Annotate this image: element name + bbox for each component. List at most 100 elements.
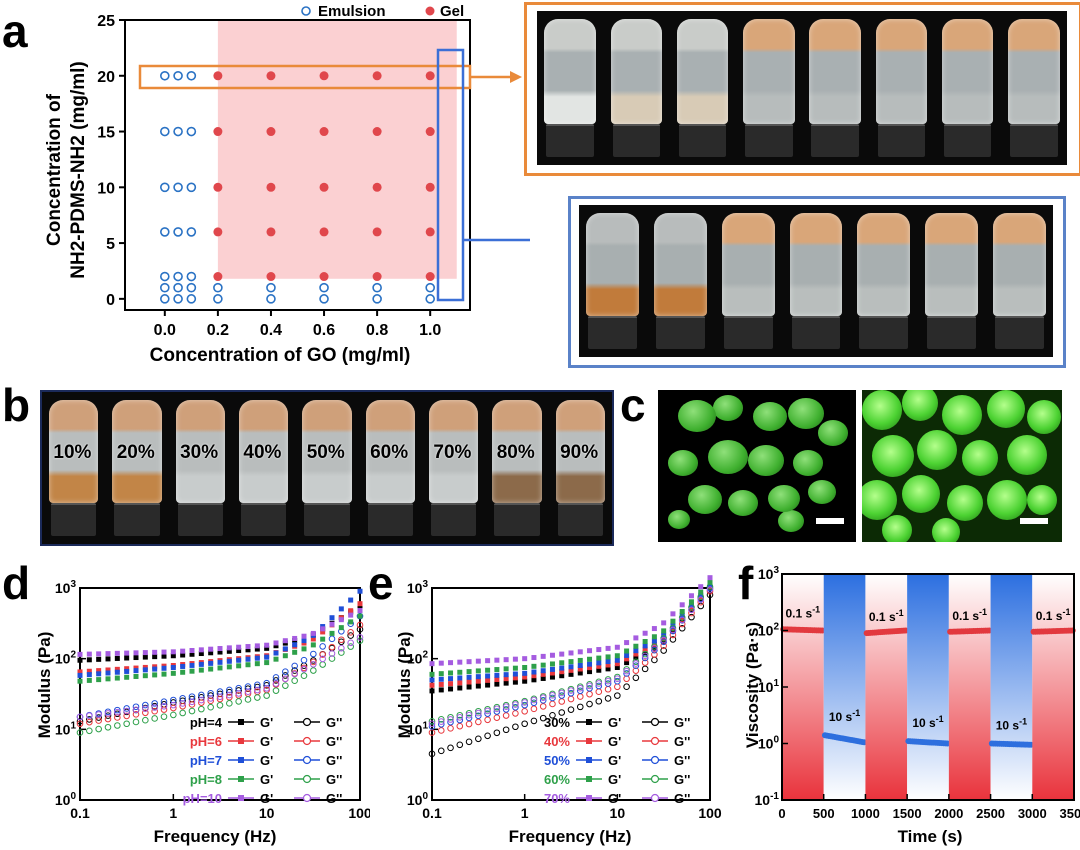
gprime-point [540, 662, 546, 668]
gdoubleprime-point [456, 711, 464, 719]
gdoubleprime-point [549, 694, 556, 702]
droplet [1027, 400, 1061, 434]
vial [875, 19, 928, 124]
gprime-point [475, 658, 481, 664]
gdoubleprime-point [356, 637, 364, 644]
gdoubleprime-point [254, 686, 261, 694]
gel-point [319, 127, 329, 137]
vial-cap [494, 503, 540, 536]
vial-cap [723, 316, 773, 349]
gdoubleprime-point [188, 707, 196, 715]
gprime-point [633, 655, 639, 661]
vial [857, 213, 911, 317]
gprime-point [503, 676, 509, 682]
gprime-point [226, 645, 232, 651]
gdoubleprime-point [502, 703, 510, 711]
vial [238, 400, 289, 504]
gdoubleprime-point [484, 710, 491, 717]
gprime-point [170, 670, 176, 676]
gprime-point [614, 661, 620, 667]
gprime-point [670, 611, 676, 617]
gdoubleprime-point [576, 684, 584, 692]
gdoubleprime-point [254, 683, 261, 691]
gprime-point [152, 654, 158, 660]
gdoubleprime-point [188, 701, 196, 708]
gprime-point [282, 653, 288, 659]
gdoubleprime-point [595, 682, 603, 690]
a-legend-gel-marker [425, 6, 435, 16]
legend-gp-label: G' [260, 772, 273, 787]
gdoubleprime-point [291, 667, 298, 674]
gdoubleprime-point [198, 705, 205, 713]
scale-bar-left [816, 518, 844, 524]
legend-gp-marker [238, 795, 244, 801]
gdoubleprime-point [216, 693, 224, 701]
gprime-point [348, 619, 354, 625]
a-x-tick-label: 0.2 [207, 322, 229, 339]
legend-gp-marker [586, 776, 592, 782]
gprime-point [549, 661, 555, 667]
legend-gpp-marker [302, 755, 312, 765]
gprime-point [429, 682, 435, 688]
gdoubleprime-point [669, 624, 677, 632]
gprime-point [124, 650, 130, 656]
emulsion-point [160, 182, 170, 193]
gprime-point [310, 630, 316, 636]
gprime-point [633, 635, 639, 641]
gdoubleprime-point [310, 650, 317, 658]
gel-point [319, 71, 329, 81]
fluorescence-image-right [862, 390, 1062, 542]
gprime-point [577, 670, 583, 676]
gdoubleprime-point [356, 612, 364, 620]
vial-cap [304, 503, 350, 536]
x-tick-label: 100 [348, 805, 370, 821]
gdoubleprime-point [706, 586, 714, 593]
vial [302, 400, 352, 504]
gdoubleprime-point [484, 716, 491, 724]
droplet [793, 450, 823, 476]
gdoubleprime-point [539, 714, 547, 722]
gel-point [425, 227, 435, 237]
gdoubleprime-point [170, 711, 177, 719]
gprime-point [292, 635, 298, 641]
gprime-point [531, 673, 537, 679]
gdoubleprime-point [263, 692, 270, 699]
a-legend-emulsion-marker [301, 6, 311, 16]
legend-gp-marker [238, 719, 244, 725]
droplet [987, 480, 1027, 520]
gdoubleprime-point [502, 712, 510, 719]
gprime-point [549, 652, 555, 658]
gprime-point [105, 667, 111, 673]
gdoubleprime-point [179, 700, 186, 707]
gdoubleprime-point [512, 701, 519, 708]
gprime-point [651, 645, 657, 651]
gdoubleprime-point [104, 715, 112, 723]
vial [654, 213, 707, 317]
gprime-point [357, 613, 363, 619]
gprime-point [133, 668, 139, 674]
gprime-point [264, 654, 270, 660]
gdoubleprime-point [651, 656, 658, 664]
droplet [1007, 435, 1047, 475]
gel-point [372, 127, 382, 137]
gprime-point [503, 666, 509, 672]
vial [789, 213, 843, 317]
emulsion-point [160, 271, 170, 282]
gprime-point [448, 681, 454, 687]
gdoubleprime-point [558, 692, 566, 699]
oil-fraction-label: 50% [306, 442, 345, 463]
gel-point [372, 272, 382, 282]
gdoubleprime-point [142, 701, 149, 709]
gdoubleprime-point [447, 713, 454, 721]
gprime-point [96, 656, 102, 662]
gprime-point [180, 669, 186, 675]
gprime-point [651, 626, 657, 632]
gprime-point [596, 647, 602, 653]
gdoubleprime-point [632, 660, 640, 667]
gprime-point [273, 643, 279, 649]
gprime-point [264, 660, 270, 666]
gdoubleprime-point [319, 655, 326, 663]
gdoubleprime-point [76, 717, 84, 725]
gprime-point [596, 667, 602, 673]
gprime-point [661, 639, 667, 645]
